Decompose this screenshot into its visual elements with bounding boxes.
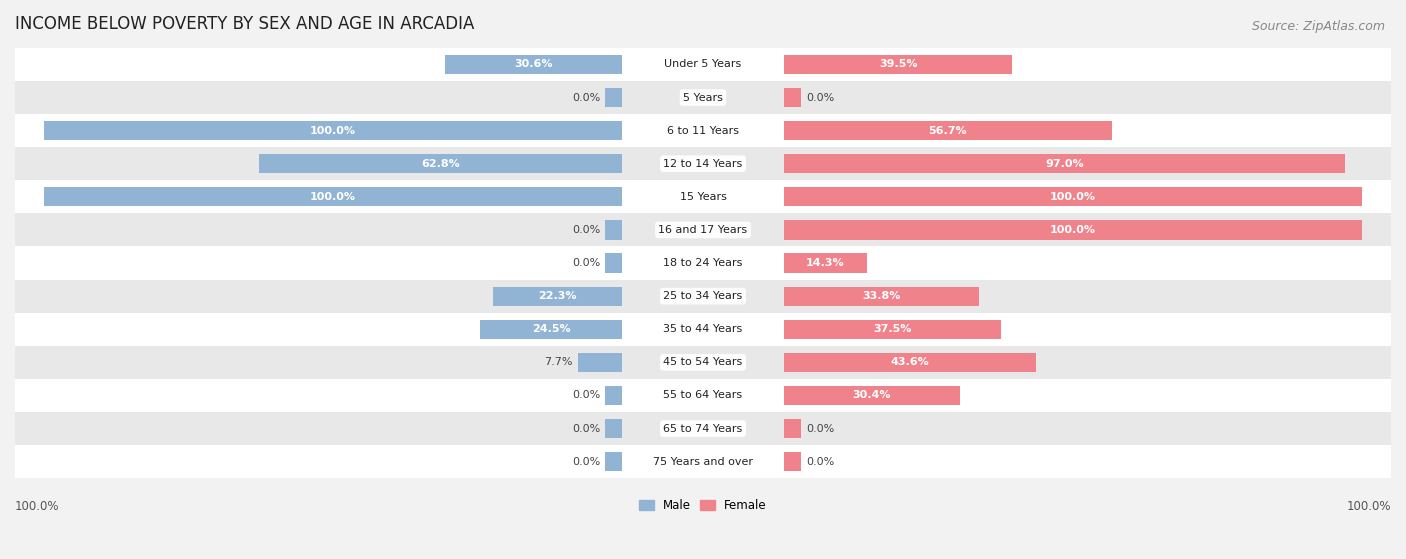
Text: 100.0%: 100.0% bbox=[1050, 225, 1097, 235]
Bar bbox=[605, 452, 621, 471]
Bar bbox=[3, 445, 1403, 479]
Bar bbox=[494, 287, 621, 306]
Text: 0.0%: 0.0% bbox=[806, 424, 834, 434]
Bar bbox=[785, 419, 801, 438]
Text: 97.0%: 97.0% bbox=[1045, 159, 1084, 169]
Text: 0.0%: 0.0% bbox=[572, 457, 600, 467]
Bar bbox=[605, 419, 621, 438]
Bar bbox=[605, 253, 621, 273]
Text: 62.8%: 62.8% bbox=[422, 159, 460, 169]
Text: 100.0%: 100.0% bbox=[309, 126, 356, 136]
Text: 0.0%: 0.0% bbox=[572, 391, 600, 400]
Bar bbox=[44, 187, 621, 206]
Text: 100.0%: 100.0% bbox=[1050, 192, 1097, 202]
Text: 22.3%: 22.3% bbox=[538, 291, 576, 301]
Bar bbox=[481, 320, 621, 339]
Bar bbox=[3, 312, 1403, 346]
Text: 65 to 74 Years: 65 to 74 Years bbox=[664, 424, 742, 434]
Text: 100.0%: 100.0% bbox=[1347, 500, 1391, 513]
Legend: Male, Female: Male, Female bbox=[634, 495, 772, 517]
Bar bbox=[3, 280, 1403, 312]
Text: 30.4%: 30.4% bbox=[852, 391, 891, 400]
Bar bbox=[785, 320, 1001, 339]
Text: 0.0%: 0.0% bbox=[572, 93, 600, 102]
Text: 15 Years: 15 Years bbox=[679, 192, 727, 202]
Text: 30.6%: 30.6% bbox=[515, 59, 553, 69]
Bar bbox=[785, 121, 1112, 140]
Text: 43.6%: 43.6% bbox=[890, 357, 929, 367]
Bar bbox=[3, 48, 1403, 81]
Text: 33.8%: 33.8% bbox=[862, 291, 901, 301]
Text: 16 and 17 Years: 16 and 17 Years bbox=[658, 225, 748, 235]
Bar bbox=[259, 154, 621, 173]
Bar bbox=[578, 353, 621, 372]
Bar bbox=[605, 220, 621, 240]
Text: Under 5 Years: Under 5 Years bbox=[665, 59, 741, 69]
Bar bbox=[785, 154, 1344, 173]
Text: 100.0%: 100.0% bbox=[15, 500, 59, 513]
Bar bbox=[3, 181, 1403, 214]
Text: 0.0%: 0.0% bbox=[806, 93, 834, 102]
Bar bbox=[44, 121, 621, 140]
Text: 6 to 11 Years: 6 to 11 Years bbox=[666, 126, 740, 136]
Bar bbox=[785, 353, 1036, 372]
Bar bbox=[3, 346, 1403, 379]
Bar bbox=[3, 147, 1403, 181]
Text: 18 to 24 Years: 18 to 24 Years bbox=[664, 258, 742, 268]
Bar bbox=[3, 412, 1403, 445]
Bar bbox=[605, 88, 621, 107]
Bar bbox=[785, 452, 801, 471]
Text: 55 to 64 Years: 55 to 64 Years bbox=[664, 391, 742, 400]
Text: 39.5%: 39.5% bbox=[879, 59, 917, 69]
Bar bbox=[785, 386, 960, 405]
Text: Source: ZipAtlas.com: Source: ZipAtlas.com bbox=[1251, 20, 1385, 32]
Bar bbox=[3, 114, 1403, 147]
Text: 37.5%: 37.5% bbox=[873, 324, 911, 334]
Bar bbox=[785, 55, 1012, 74]
Bar bbox=[785, 253, 866, 273]
Text: 14.3%: 14.3% bbox=[806, 258, 845, 268]
Bar bbox=[3, 247, 1403, 280]
Bar bbox=[3, 214, 1403, 247]
Bar bbox=[785, 187, 1362, 206]
Bar bbox=[785, 220, 1362, 240]
Bar bbox=[446, 55, 621, 74]
Bar bbox=[3, 379, 1403, 412]
Text: 0.0%: 0.0% bbox=[572, 258, 600, 268]
Bar bbox=[3, 81, 1403, 114]
Text: 56.7%: 56.7% bbox=[928, 126, 967, 136]
Bar bbox=[785, 88, 801, 107]
Text: 0.0%: 0.0% bbox=[572, 225, 600, 235]
Text: 5 Years: 5 Years bbox=[683, 93, 723, 102]
Bar bbox=[605, 386, 621, 405]
Text: 24.5%: 24.5% bbox=[531, 324, 571, 334]
Text: 12 to 14 Years: 12 to 14 Years bbox=[664, 159, 742, 169]
Text: INCOME BELOW POVERTY BY SEX AND AGE IN ARCADIA: INCOME BELOW POVERTY BY SEX AND AGE IN A… bbox=[15, 15, 474, 33]
Text: 0.0%: 0.0% bbox=[806, 457, 834, 467]
Text: 25 to 34 Years: 25 to 34 Years bbox=[664, 291, 742, 301]
Text: 75 Years and over: 75 Years and over bbox=[652, 457, 754, 467]
Text: 7.7%: 7.7% bbox=[544, 357, 572, 367]
Text: 0.0%: 0.0% bbox=[572, 424, 600, 434]
Bar bbox=[785, 287, 980, 306]
Text: 45 to 54 Years: 45 to 54 Years bbox=[664, 357, 742, 367]
Text: 100.0%: 100.0% bbox=[309, 192, 356, 202]
Text: 35 to 44 Years: 35 to 44 Years bbox=[664, 324, 742, 334]
